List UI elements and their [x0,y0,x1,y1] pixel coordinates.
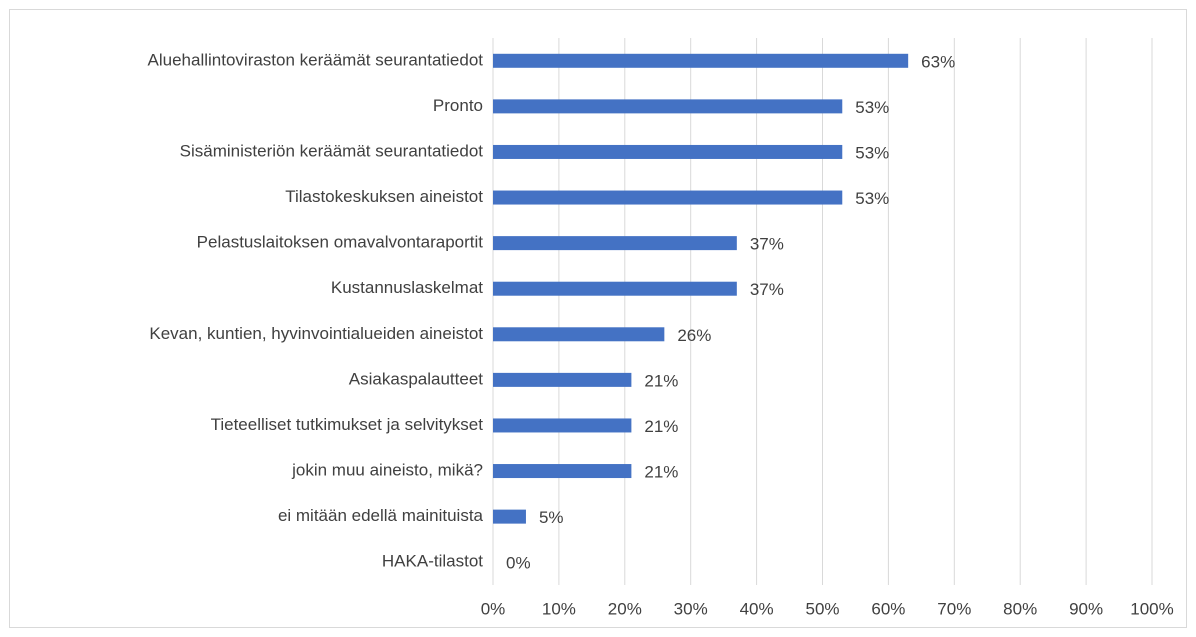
data-label: 21% [644,417,678,436]
bar [493,327,665,342]
x-tick-label: 40% [740,599,774,618]
data-label: 63% [921,52,955,71]
y-tick-label: Tilastokeskuksen aineistot [285,187,483,206]
data-label: 21% [644,463,678,482]
x-tick-label: 100% [1130,599,1173,618]
data-label: 26% [677,326,711,345]
x-tick-label: 20% [608,599,642,618]
y-tick-label: Kevan, kuntien, hyvinvointialueiden aine… [149,324,483,343]
y-tick-label: ei mitään edellä mainituista [278,506,484,525]
bar [493,144,843,159]
data-label: 0% [506,554,531,573]
x-tick-label: 60% [871,599,905,618]
x-tick-label: 10% [542,599,576,618]
x-tick-label: 80% [1003,599,1037,618]
bar [493,281,737,296]
y-tick-label: HAKA-tilastot [382,552,483,571]
x-tick-label: 50% [805,599,839,618]
data-label: 53% [855,143,889,162]
x-tick-label: 0% [481,599,506,618]
y-tick-label: Pronto [433,96,483,115]
bar [493,372,632,387]
x-tick-label: 30% [674,599,708,618]
bar [493,236,737,251]
bar [493,99,843,114]
y-tick-label: Tieteelliset tutkimukset ja selvitykset [211,415,484,434]
data-label: 53% [855,98,889,117]
y-tick-label: Kustannuslaskelmat [331,278,483,297]
data-label: 21% [644,371,678,390]
y-tick-label: Sisäministeriön keräämät seurantatiedot [180,141,484,160]
bar [493,190,843,205]
bar [493,509,526,524]
data-label: 37% [750,280,784,299]
y-tick-label: Aluehallintoviraston keräämät seurantati… [148,50,484,69]
data-label: 5% [539,508,564,527]
y-tick-label: Asiakaspalautteet [349,369,483,388]
y-tick-label: Pelastuslaitoksen omavalvontaraportit [197,233,484,252]
y-tick-label: jokin muu aineisto, mikä? [291,461,483,480]
bar [493,464,632,479]
bar [493,53,909,68]
bar [493,418,632,433]
x-tick-label: 90% [1069,599,1103,618]
data-label: 37% [750,235,784,254]
x-tick-label: 70% [937,599,971,618]
data-label: 53% [855,189,889,208]
